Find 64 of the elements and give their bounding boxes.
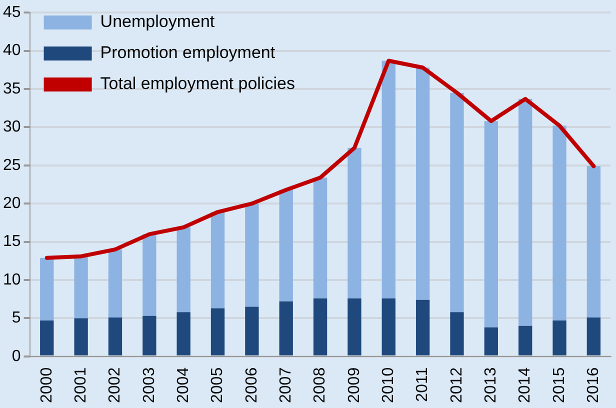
bar xyxy=(74,256,88,318)
y-tick-label: 45 xyxy=(3,4,21,22)
x-tick-label: 2010 xyxy=(380,367,398,403)
bar xyxy=(279,190,293,302)
bar xyxy=(552,320,566,356)
bar xyxy=(245,204,259,307)
x-tick-label: 2016 xyxy=(585,367,602,403)
bar xyxy=(416,300,430,356)
bar xyxy=(313,178,328,298)
y-tick-label: 20 xyxy=(3,195,21,212)
x-tick-label: 2005 xyxy=(209,367,226,403)
bar xyxy=(348,298,362,356)
x-tick-label: 2000 xyxy=(38,367,56,403)
bar xyxy=(586,166,601,318)
bar xyxy=(210,212,225,308)
y-tick-label: 5 xyxy=(12,310,21,327)
bar xyxy=(142,234,156,316)
x-tick-label: 2014 xyxy=(516,367,534,403)
bar xyxy=(176,227,190,312)
x-tick-label: 2003 xyxy=(140,367,158,403)
x-tick-label: 2015 xyxy=(550,367,568,403)
bar xyxy=(40,320,54,356)
bar xyxy=(484,121,498,328)
x-tick-label: 2007 xyxy=(278,367,295,403)
bar xyxy=(210,308,225,356)
bar xyxy=(552,126,566,320)
bar xyxy=(40,258,54,320)
x-tick-label: 2002 xyxy=(106,367,124,403)
bar xyxy=(518,326,532,356)
bar xyxy=(176,312,190,356)
bar xyxy=(74,318,88,356)
y-tick-label: 10 xyxy=(3,271,21,288)
x-tick-label: 2011 xyxy=(414,367,432,402)
bar xyxy=(279,301,293,356)
bar xyxy=(245,306,259,356)
y-tick-label: 15 xyxy=(3,233,21,250)
x-tick-label: 2001 xyxy=(72,367,90,403)
x-tick-label: 2004 xyxy=(174,367,192,403)
legend-label: Promotion employment xyxy=(100,43,276,62)
bar xyxy=(382,298,396,356)
y-tick-label: 40 xyxy=(3,42,21,60)
bar xyxy=(108,249,122,318)
bar xyxy=(142,316,156,356)
x-tick-label: 2008 xyxy=(312,367,329,403)
legend-label: Unemployment xyxy=(100,12,215,32)
bar xyxy=(484,327,498,356)
y-tick-label: 0 xyxy=(12,348,21,365)
x-tick-label: 2009 xyxy=(346,367,363,403)
x-tick-label: 2012 xyxy=(448,367,466,403)
bar xyxy=(382,60,396,298)
legend-label: Total employment policies xyxy=(100,74,295,94)
bar xyxy=(348,148,362,298)
bar xyxy=(416,68,430,300)
x-tick-label: 2013 xyxy=(482,367,500,403)
bar xyxy=(518,98,532,326)
bar xyxy=(586,317,601,356)
bar xyxy=(108,317,122,356)
bar xyxy=(450,92,464,312)
bar xyxy=(450,312,464,356)
x-tick-label: 2006 xyxy=(243,367,260,403)
y-tick-label: 35 xyxy=(3,80,21,98)
bar xyxy=(313,298,328,356)
y-tick-label: 25 xyxy=(3,156,21,174)
y-tick-label: 30 xyxy=(3,118,21,136)
